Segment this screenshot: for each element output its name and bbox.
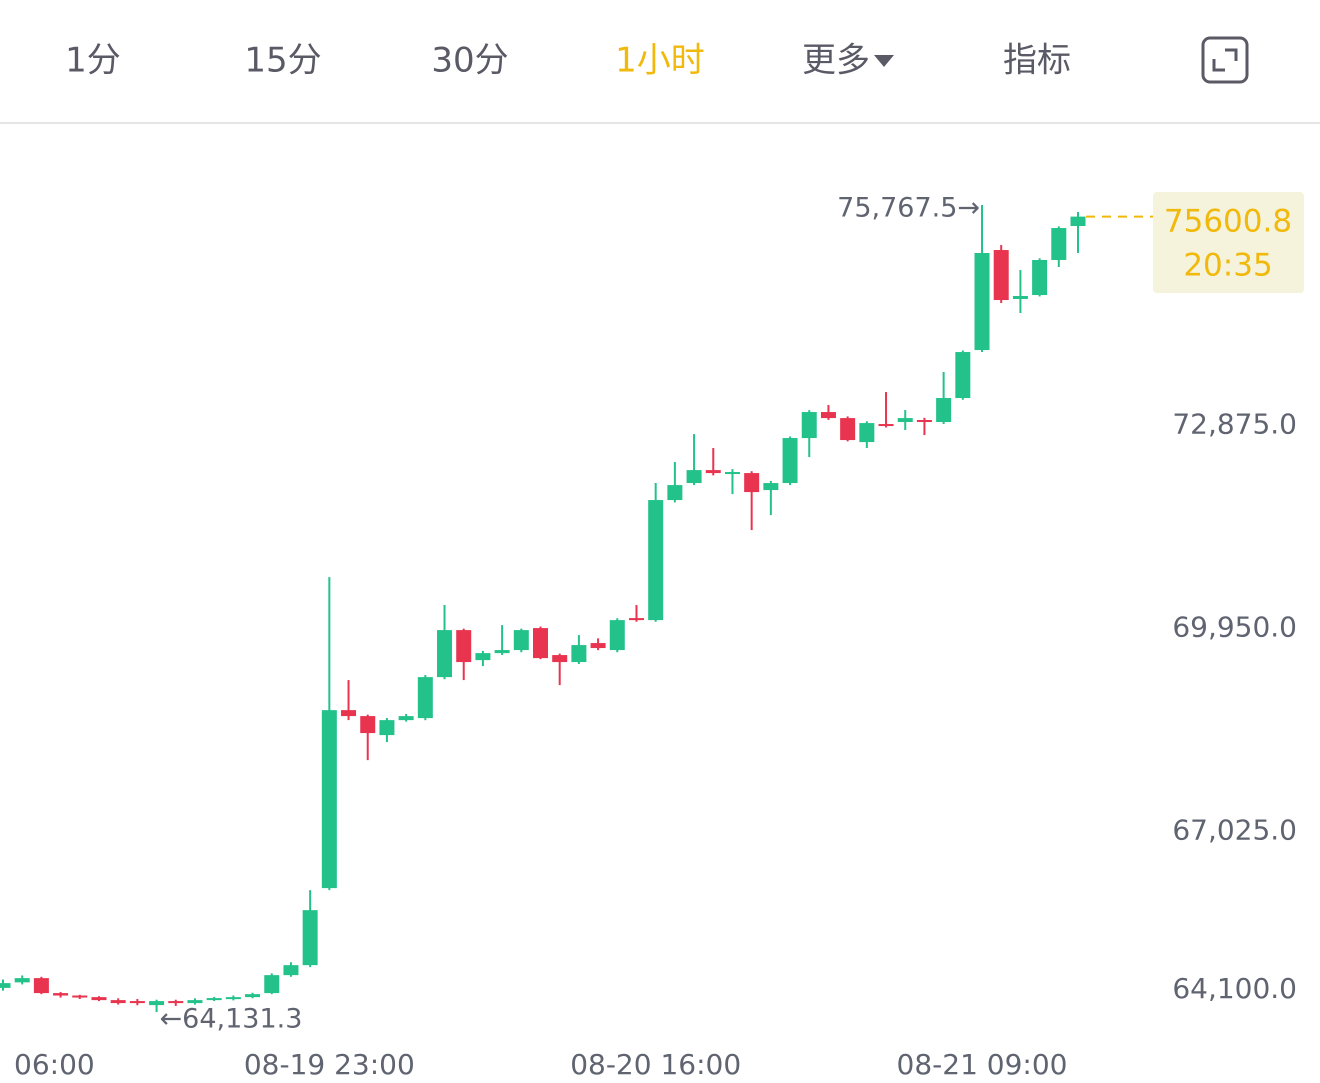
y-tick-label: 64,100.0 bbox=[1172, 972, 1297, 1005]
candle-body bbox=[0, 983, 11, 988]
candle-body bbox=[417, 677, 433, 719]
candle-body bbox=[916, 420, 932, 423]
tab[interactable]: 1分 bbox=[65, 41, 121, 81]
candle-body bbox=[321, 710, 337, 889]
candle-body bbox=[360, 716, 376, 734]
candle-body bbox=[379, 720, 395, 736]
candle-body bbox=[264, 975, 280, 994]
candle-body bbox=[398, 716, 414, 721]
candle-body bbox=[129, 1001, 145, 1004]
candle-body bbox=[686, 470, 702, 484]
candle-body bbox=[302, 910, 318, 966]
countdown-label: 20:35 bbox=[1183, 248, 1272, 284]
x-tick-label: 08-19 23:00 bbox=[244, 1048, 415, 1081]
candle-body bbox=[53, 993, 69, 996]
fullscreen-button[interactable] bbox=[1201, 36, 1249, 84]
last-price-label: 75600.8 bbox=[1164, 204, 1292, 240]
y-tick-label: 69,950.0 bbox=[1172, 611, 1297, 644]
candle-body bbox=[168, 1001, 184, 1004]
candle-body bbox=[341, 710, 357, 717]
candle-body bbox=[609, 620, 625, 651]
candle-body bbox=[533, 628, 548, 659]
y-tick-label: 72,875.0 bbox=[1172, 408, 1297, 441]
candle-body bbox=[878, 424, 894, 427]
candle-body bbox=[782, 438, 798, 484]
candle-body bbox=[494, 650, 510, 654]
candle-body bbox=[974, 253, 990, 351]
candle-body bbox=[475, 653, 491, 661]
candle-body bbox=[859, 423, 875, 443]
candle-body bbox=[705, 470, 721, 474]
candle-body bbox=[206, 998, 222, 1001]
candle-body bbox=[110, 1000, 126, 1004]
more-caret bbox=[874, 55, 894, 67]
candle-body bbox=[437, 630, 453, 678]
fullscreen-frame[interactable] bbox=[1201, 36, 1249, 84]
candle-body bbox=[724, 472, 740, 475]
candle-body bbox=[667, 485, 683, 501]
candle-body bbox=[801, 412, 817, 439]
candle-body bbox=[225, 997, 241, 1000]
candle-body bbox=[628, 618, 644, 621]
max-annotation: 75,767.5→ bbox=[837, 193, 980, 224]
x-tick-label: 08-21 09:00 bbox=[897, 1048, 1068, 1081]
candle-body bbox=[72, 995, 88, 998]
candle-body bbox=[283, 965, 299, 976]
candle-body bbox=[33, 978, 49, 994]
candle-body bbox=[149, 1001, 165, 1006]
candle-body bbox=[840, 418, 856, 441]
y-tick-label: 67,025.0 bbox=[1172, 813, 1297, 846]
candle-body bbox=[590, 643, 606, 649]
last-price-box bbox=[1153, 192, 1304, 293]
candle-body bbox=[820, 412, 836, 419]
candle-body bbox=[245, 994, 261, 998]
candle-body bbox=[648, 500, 664, 621]
tab[interactable]: 1小时 bbox=[615, 41, 705, 81]
candle-body bbox=[1051, 228, 1067, 261]
x-tick-label: 06:00 bbox=[14, 1048, 95, 1081]
candle-body bbox=[936, 398, 952, 423]
candle-body bbox=[744, 473, 760, 493]
candle-body bbox=[1070, 216, 1086, 227]
candle-body bbox=[993, 250, 1009, 301]
candle-body bbox=[571, 645, 587, 663]
candle-body bbox=[763, 483, 779, 491]
tab[interactable]: 15分 bbox=[244, 41, 321, 81]
candle-body bbox=[456, 630, 472, 663]
candle-body bbox=[897, 418, 913, 423]
candle-body bbox=[14, 978, 30, 983]
candle-body bbox=[955, 352, 971, 399]
plot: 64,100.067,025.069,950.072,875.075,800.0… bbox=[0, 192, 1304, 1081]
candle-body bbox=[1012, 296, 1028, 299]
candle-body bbox=[187, 1000, 203, 1004]
candle-body bbox=[513, 630, 529, 651]
candle-body bbox=[1032, 260, 1048, 296]
candle-body bbox=[552, 655, 568, 663]
x-tick-label: 08-20 16:00 bbox=[570, 1048, 741, 1081]
tab[interactable]: 30分 bbox=[431, 41, 508, 81]
min-annotation: ←64,131.3 bbox=[160, 1004, 303, 1035]
fullscreen-arrows bbox=[1212, 48, 1238, 72]
tab[interactable]: 指标 bbox=[1003, 41, 1071, 81]
tab[interactable]: 更多 bbox=[802, 41, 870, 81]
candle-body bbox=[91, 997, 107, 1001]
